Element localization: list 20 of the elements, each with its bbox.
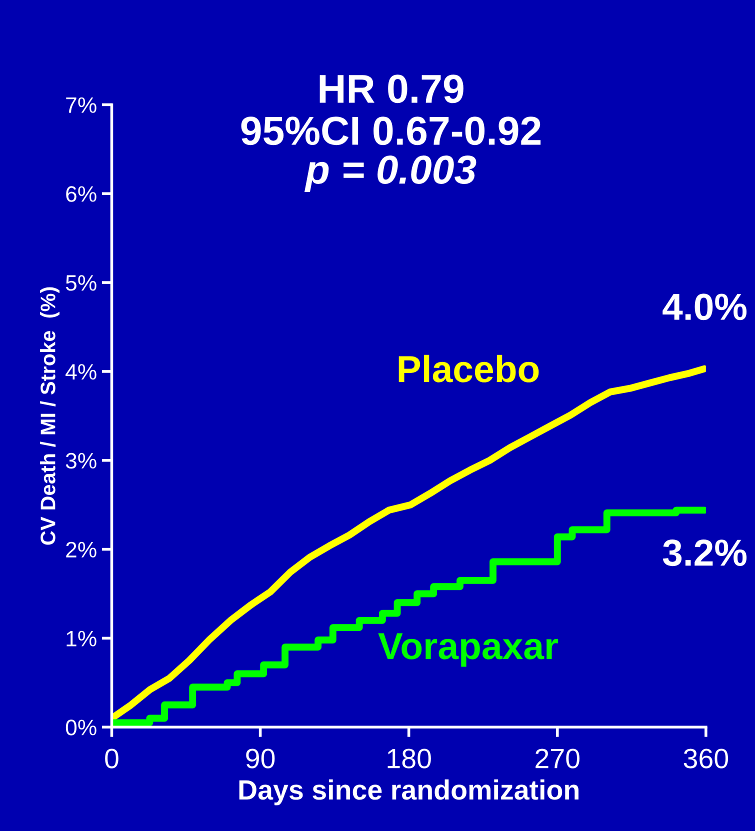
y-tick-label: 4% [66, 364, 96, 380]
series-label: Placebo [398, 354, 539, 382]
y-tick-label: 1% [66, 630, 96, 646]
annotation: 4.0% [662, 294, 747, 320]
y-axis-title: CV Death / MI / Stroke (%) [40, 287, 60, 545]
y-tick-label: 5% [66, 275, 96, 291]
x-axis-title: Days since randomization [239, 779, 578, 806]
text: p = 0.003 [304, 155, 476, 192]
x-tick-label: 0 [105, 748, 118, 768]
y-tick-label: 7% [66, 97, 96, 113]
x-tick-label: 90 [246, 748, 275, 768]
y-tick-label: 2% [66, 542, 96, 558]
x-tick-label: 180 [388, 748, 431, 768]
x-tick-label: 360 [684, 748, 728, 768]
y-tick-label: 6% [66, 186, 96, 202]
series-label: Vorapaxar [378, 633, 558, 667]
y-tick-label: 3% [66, 452, 96, 469]
y-tick-label: 0% [66, 720, 96, 736]
x-tick-label: 270 [536, 748, 580, 768]
annotation: 3.2% [662, 539, 747, 566]
